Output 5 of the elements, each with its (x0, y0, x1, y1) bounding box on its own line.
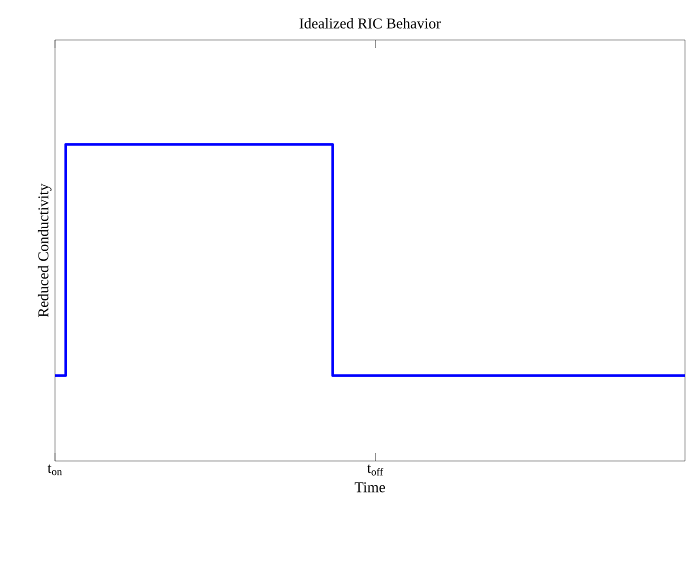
x-axis-title: Time (354, 482, 385, 492)
y-axis-title: Reduced Conductivity (38, 184, 52, 318)
chart-title: Idealized RIC Behavior (300, 18, 441, 28)
x-tick-label: t$_{on}$ (48, 464, 62, 476)
x-tick-label: t$_{off}$ (367, 464, 384, 476)
